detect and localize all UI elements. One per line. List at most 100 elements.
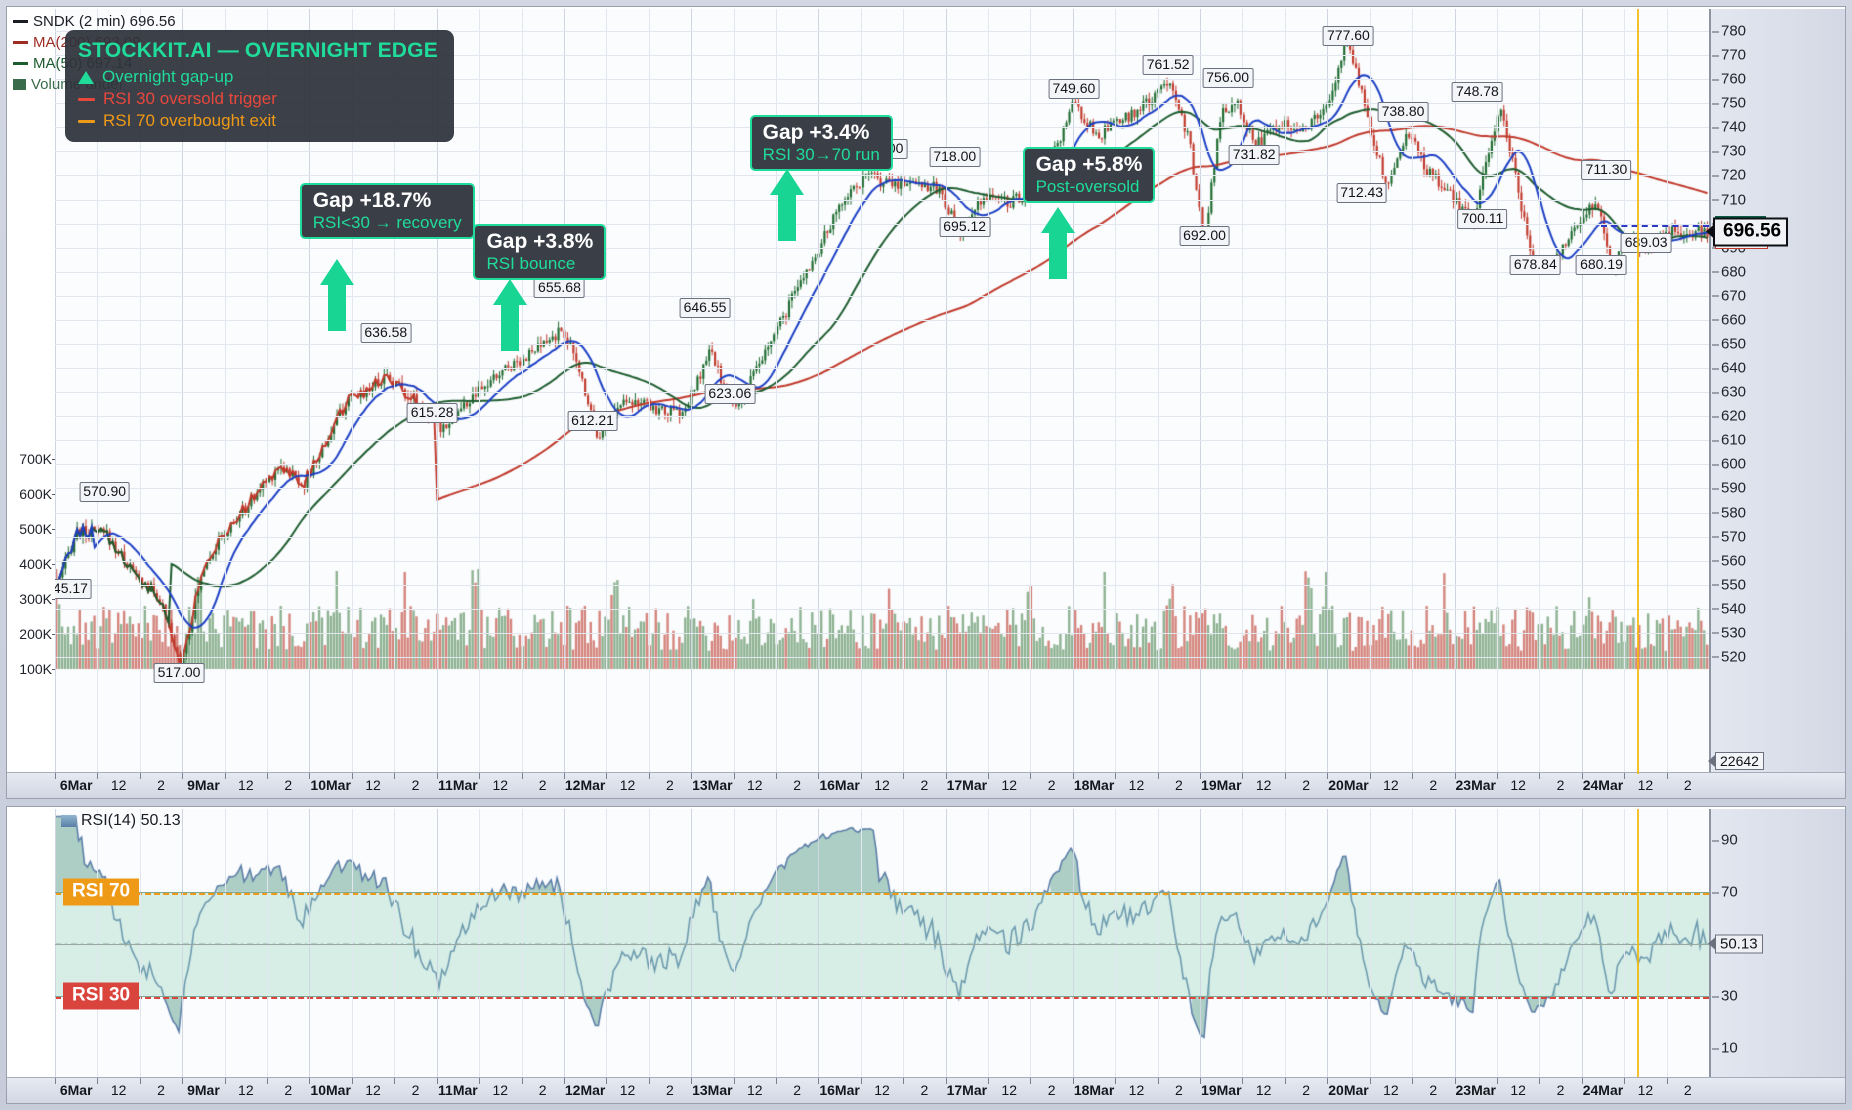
gridline-horizontal: [55, 632, 1709, 634]
time-axis-tick: 12: [1255, 1082, 1272, 1098]
time-axis-tick: 2: [284, 777, 293, 793]
rsi-indicator-pane[interactable]: RSI 70 RSI 30 RSI(14) 50.13 50.13 90 70 30…: [6, 806, 1846, 1104]
price-extreme-label: 695.12: [939, 217, 991, 238]
gap-annotation-subtitle: Post-oversold: [1035, 176, 1140, 196]
gridline-vertical: [267, 9, 269, 774]
price-axis-tick: 620: [1711, 407, 1747, 425]
price-axis-tick: 650: [1711, 335, 1747, 353]
time-axis-tick: 2: [666, 1082, 674, 1098]
gap-annotation-title: Gap +3.8%: [486, 229, 594, 253]
time-axis-tick: 12: [1383, 1082, 1399, 1098]
gridline-horizontal: [55, 199, 1709, 201]
time-axis-tick-mark: [563, 1078, 565, 1084]
time-axis-tick: 12: [1128, 1082, 1145, 1098]
time-axis-tick-mark: [139, 1078, 141, 1084]
price-extreme-label: 692.00: [1179, 226, 1230, 247]
time-axis-tick: 12: [365, 777, 381, 793]
gridline-vertical: [224, 9, 226, 774]
time-axis-tick: 2: [284, 1082, 293, 1098]
time-axis-tick: 2: [1174, 777, 1183, 793]
gap-up-arrow-icon: [319, 259, 354, 332]
price-axis[interactable]: 696.56 700.00 693.09 22642 7807707607507…: [1705, 9, 1845, 774]
rsi-gridline-vertical: [97, 809, 99, 1077]
gridline-horizontal: [55, 223, 1709, 225]
arrow-shaft: [501, 303, 520, 352]
time-axis-tick-mark: [1624, 1078, 1626, 1084]
gap-annotation-title: Gap +3.4%: [762, 121, 870, 145]
rsi-gridline-vertical: [394, 809, 396, 1077]
time-axis-tick: 2: [666, 777, 674, 793]
time-axis-tick-mark: [1115, 773, 1117, 779]
rsi-plot-area[interactable]: RSI 70 RSI 30 RSI(14) 50.13: [55, 809, 1709, 1077]
price-extreme-label: 700.11: [1457, 209, 1508, 230]
legend-price-label: SNDK (2 min) 696.56: [33, 13, 176, 30]
gridline-vertical: [1072, 9, 1074, 774]
time-axis[interactable]: 6Mar 12 2 9Mar 12 2 10Mar 12 2 11Mar 12 2 12Mar 12 2 13…: [7, 772, 1845, 798]
gridline-vertical: [1242, 9, 1244, 774]
rsi-gridline-vertical: [1242, 809, 1244, 1077]
time-axis-tick: 2: [538, 1082, 547, 1098]
rsi-gridline-vertical: [775, 809, 777, 1077]
price-axis-tick: 730: [1711, 142, 1747, 160]
rsi-oversold-line: [55, 996, 1709, 999]
time-axis-tick-mark: [1030, 1078, 1032, 1084]
time-axis-tick-mark: [1412, 773, 1414, 779]
time-axis-tick-mark: [818, 773, 820, 779]
time-axis-tick-mark: [182, 1078, 184, 1084]
price-axis-tick: 660: [1711, 311, 1747, 329]
gap-annotation-callout: Gap +18.7% RSI<30 → recovery: [299, 183, 475, 240]
gap-annotation-subtitle: RSI bounce: [486, 253, 576, 273]
time-axis-tick: 24Mar: [1582, 777, 1624, 793]
price-axis-tick: 600: [1711, 455, 1747, 473]
gridline-vertical: [139, 9, 141, 774]
brand-legend-label-1: RSI 30 oversold trigger: [103, 89, 277, 108]
time-axis-tick: 13Mar: [692, 777, 733, 793]
gridline-vertical: [1624, 9, 1626, 774]
time-axis-tick-mark: [1115, 1078, 1117, 1084]
rsi-gridline-vertical: [351, 809, 353, 1077]
time-axis-tick-mark: [479, 773, 481, 779]
time-axis-tick-mark: [1496, 1078, 1498, 1084]
brand-legend-label-2: RSI 70 overbought exit: [103, 111, 276, 130]
time-axis-tick: 2: [411, 1082, 420, 1098]
time-axis-tick: 2: [411, 777, 420, 793]
gridline-vertical: [309, 9, 311, 774]
time-axis-tick: 12: [110, 777, 127, 793]
gridline-horizontal: [55, 656, 1709, 658]
brand-title: STOCKKIT.AI — OVERNIGHT EDGE: [78, 39, 438, 62]
time-axis-tick-mark: [1581, 1078, 1583, 1084]
gridline-vertical: [1369, 9, 1371, 774]
rsi-time-axis[interactable]: 6Mar 12 2 9Mar 12 2 10Mar 12 2 11Mar 12 2 12Mar 12 2 13…: [7, 1077, 1845, 1103]
time-axis-tick-mark: [224, 773, 226, 779]
time-axis-tick: 12: [874, 1082, 890, 1098]
time-axis-tick: 9Mar: [187, 777, 220, 793]
time-axis-tick: 2: [1302, 1082, 1310, 1098]
time-axis-tick: 2: [538, 777, 547, 793]
time-axis-tick: 2: [1047, 777, 1056, 793]
time-axis-tick-mark: [1284, 1078, 1286, 1084]
price-axis-tick: 590: [1711, 479, 1747, 497]
time-axis-tick: 12: [1510, 777, 1526, 793]
gridline-horizontal: [55, 584, 1709, 586]
time-axis-tick: 20Mar: [1328, 1082, 1369, 1098]
price-extreme-label: 612.21: [567, 410, 618, 431]
volume-axis-tick: 700K: [19, 451, 57, 467]
rsi-gridline-vertical: [1157, 809, 1159, 1077]
gridline-horizontal: [55, 103, 1709, 105]
time-axis-tick-mark: [1539, 773, 1541, 779]
arrow-head: [1040, 207, 1075, 234]
price-chart-pane[interactable]: 700K 600K 500K 400K 300K 200K 100K 570.90 545.1…: [6, 6, 1846, 799]
time-axis-tick: 16Mar: [819, 777, 860, 793]
rsi-axis[interactable]: 50.13 90 70 30 10: [1708, 809, 1845, 1077]
time-axis-tick-mark: [1454, 1078, 1456, 1084]
rsi-gridline-vertical: [479, 809, 481, 1077]
rsi-overbought-chip: RSI 70: [63, 878, 140, 906]
time-axis-tick: 12: [874, 777, 890, 793]
gridline-vertical: [55, 9, 56, 774]
time-axis-tick: 18Mar: [1073, 1082, 1115, 1098]
price-axis-tick: 540: [1711, 600, 1747, 618]
rsi-gridline-vertical: [521, 809, 523, 1077]
time-axis-tick-mark: [1242, 773, 1244, 779]
price-extreme-label: 570.90: [79, 481, 131, 502]
